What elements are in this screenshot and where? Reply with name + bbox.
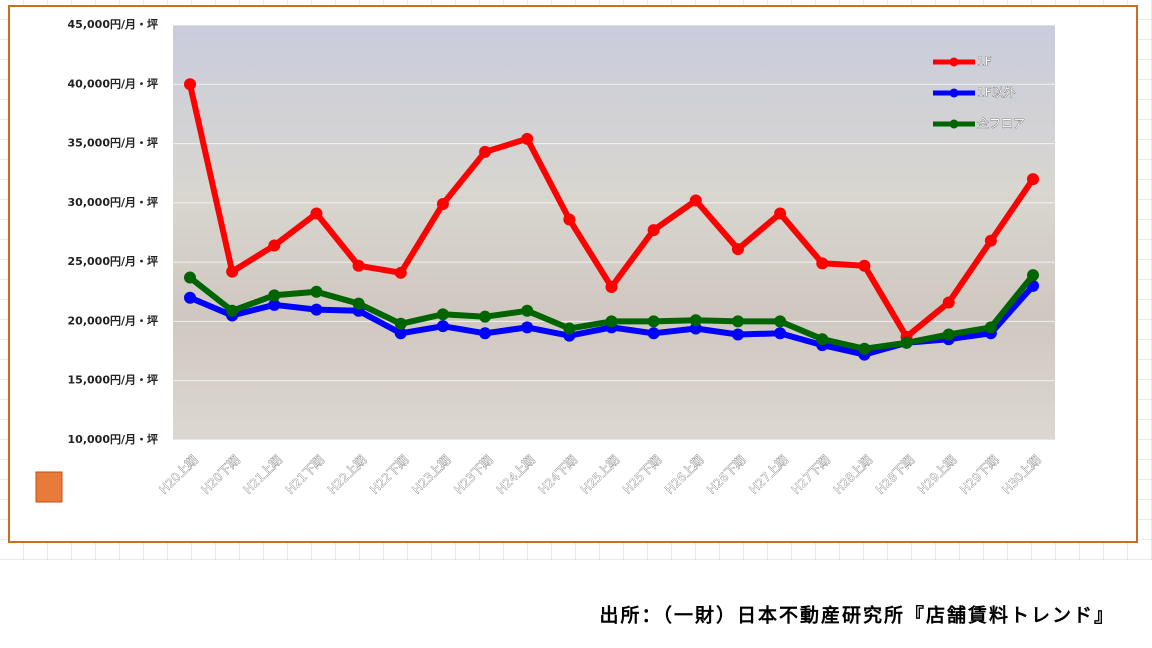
data-point bbox=[774, 315, 787, 328]
data-point bbox=[563, 213, 576, 226]
data-point bbox=[858, 342, 871, 355]
data-point bbox=[184, 78, 196, 91]
data-point bbox=[268, 239, 281, 252]
data-point bbox=[394, 266, 407, 279]
data-point bbox=[521, 321, 534, 334]
data-point bbox=[394, 317, 407, 330]
y-tick-label: 40,000円/月・坪 bbox=[68, 77, 158, 90]
badge-icon bbox=[35, 471, 63, 503]
data-point bbox=[226, 265, 239, 278]
y-tick-label: 10,000円/月・坪 bbox=[68, 433, 158, 446]
data-point bbox=[1027, 173, 1039, 186]
data-point bbox=[816, 333, 829, 346]
data-point bbox=[900, 336, 913, 349]
data-point bbox=[436, 320, 449, 333]
data-point bbox=[605, 281, 618, 294]
data-point bbox=[689, 322, 702, 335]
data-point bbox=[647, 224, 660, 237]
data-point bbox=[984, 234, 997, 247]
data-point bbox=[605, 315, 618, 328]
data-point bbox=[774, 327, 787, 340]
data-point bbox=[689, 314, 702, 327]
data-point bbox=[479, 310, 492, 323]
footer bbox=[0, 560, 1152, 648]
legend-label: 全フロア bbox=[977, 116, 1025, 131]
data-point bbox=[521, 304, 534, 317]
data-point bbox=[310, 303, 323, 316]
y-tick-label: 35,000円/月・坪 bbox=[68, 137, 158, 150]
data-point bbox=[268, 298, 281, 311]
data-point bbox=[310, 285, 323, 298]
data-point bbox=[816, 257, 829, 270]
source-note: 出所：（一財）日本不動産研究所『店舗賃料トレンド』 bbox=[599, 604, 1115, 627]
data-point bbox=[942, 328, 955, 341]
data-point bbox=[352, 297, 365, 310]
data-point bbox=[984, 321, 997, 334]
data-point bbox=[858, 259, 871, 272]
data-point bbox=[1027, 269, 1039, 282]
y-tick-label: 30,000円/月・坪 bbox=[68, 196, 158, 209]
data-point bbox=[184, 271, 196, 284]
data-point bbox=[647, 315, 660, 328]
data-point bbox=[942, 296, 955, 309]
y-tick-label: 20,000円/月・坪 bbox=[68, 314, 158, 327]
data-point bbox=[479, 327, 492, 340]
data-point bbox=[268, 289, 281, 302]
data-point bbox=[436, 198, 449, 211]
plot-background bbox=[173, 25, 1055, 440]
legend-label: 1F以外 bbox=[977, 86, 1016, 100]
data-point bbox=[731, 315, 744, 328]
data-point bbox=[731, 328, 744, 341]
data-point bbox=[310, 207, 323, 220]
legend-marker bbox=[949, 119, 959, 129]
data-point bbox=[563, 322, 576, 335]
data-point bbox=[647, 327, 660, 340]
data-point bbox=[436, 308, 449, 321]
legend-marker bbox=[949, 57, 959, 67]
data-point bbox=[226, 304, 239, 317]
y-tick-label: 25,000円/月・坪 bbox=[68, 255, 158, 268]
data-point bbox=[774, 207, 787, 220]
data-point bbox=[352, 259, 365, 272]
data-point bbox=[394, 327, 407, 340]
data-point bbox=[184, 291, 196, 304]
y-tick-label: 45,000円/月・坪 bbox=[68, 18, 158, 31]
data-point bbox=[521, 132, 534, 145]
legend-label: 1F bbox=[977, 55, 992, 69]
data-point bbox=[689, 194, 702, 207]
legend-marker bbox=[949, 88, 959, 98]
data-point bbox=[479, 145, 492, 158]
data-point bbox=[731, 243, 744, 256]
y-tick-label: 15,000円/月・坪 bbox=[68, 374, 158, 387]
